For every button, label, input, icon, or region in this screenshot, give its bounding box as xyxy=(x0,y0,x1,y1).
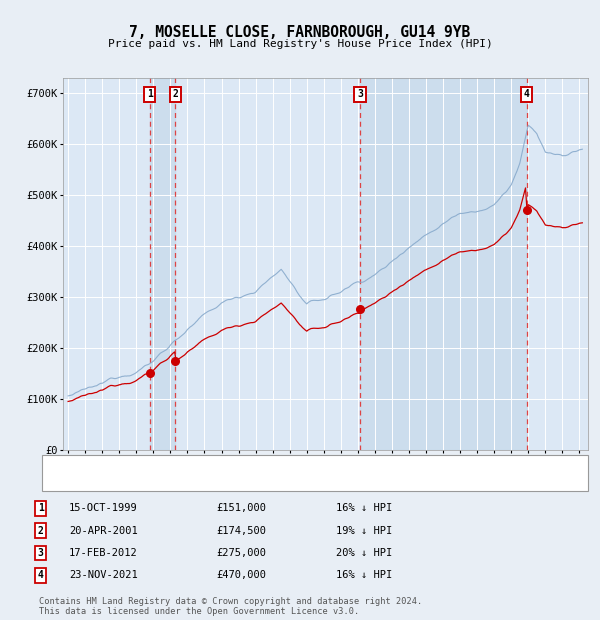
Text: 16% ↓ HPI: 16% ↓ HPI xyxy=(336,570,392,580)
Text: 4: 4 xyxy=(38,570,44,580)
Text: ——: —— xyxy=(51,474,66,487)
Text: 17-FEB-2012: 17-FEB-2012 xyxy=(69,548,138,558)
Text: £174,500: £174,500 xyxy=(216,526,266,536)
Text: HPI: Average price, detached house, Rushmoor: HPI: Average price, detached house, Rush… xyxy=(81,476,340,486)
Text: 20-APR-2001: 20-APR-2001 xyxy=(69,526,138,536)
Text: 7, MOSELLE CLOSE, FARNBOROUGH, GU14 9YB (detached house): 7, MOSELLE CLOSE, FARNBOROUGH, GU14 9YB … xyxy=(81,460,410,470)
Text: 16% ↓ HPI: 16% ↓ HPI xyxy=(336,503,392,513)
Text: 15-OCT-1999: 15-OCT-1999 xyxy=(69,503,138,513)
Text: 19% ↓ HPI: 19% ↓ HPI xyxy=(336,526,392,536)
Text: 20% ↓ HPI: 20% ↓ HPI xyxy=(336,548,392,558)
Text: 3: 3 xyxy=(38,548,44,558)
Text: 1: 1 xyxy=(147,89,152,99)
Bar xyxy=(150,78,175,450)
Text: 2: 2 xyxy=(173,89,178,99)
Bar xyxy=(360,78,527,450)
Text: Contains HM Land Registry data © Crown copyright and database right 2024.: Contains HM Land Registry data © Crown c… xyxy=(39,597,422,606)
Text: 7, MOSELLE CLOSE, FARNBOROUGH, GU14 9YB: 7, MOSELLE CLOSE, FARNBOROUGH, GU14 9YB xyxy=(130,25,470,40)
Text: £470,000: £470,000 xyxy=(216,570,266,580)
Text: Price paid vs. HM Land Registry's House Price Index (HPI): Price paid vs. HM Land Registry's House … xyxy=(107,39,493,49)
Text: ——: —— xyxy=(51,459,66,472)
Text: This data is licensed under the Open Government Licence v3.0.: This data is licensed under the Open Gov… xyxy=(39,607,359,616)
Text: £275,000: £275,000 xyxy=(216,548,266,558)
Text: 23-NOV-2021: 23-NOV-2021 xyxy=(69,570,138,580)
Text: 1: 1 xyxy=(38,503,44,513)
Text: 3: 3 xyxy=(357,89,363,99)
Text: 4: 4 xyxy=(524,89,530,99)
Text: 2: 2 xyxy=(38,526,44,536)
Text: £151,000: £151,000 xyxy=(216,503,266,513)
